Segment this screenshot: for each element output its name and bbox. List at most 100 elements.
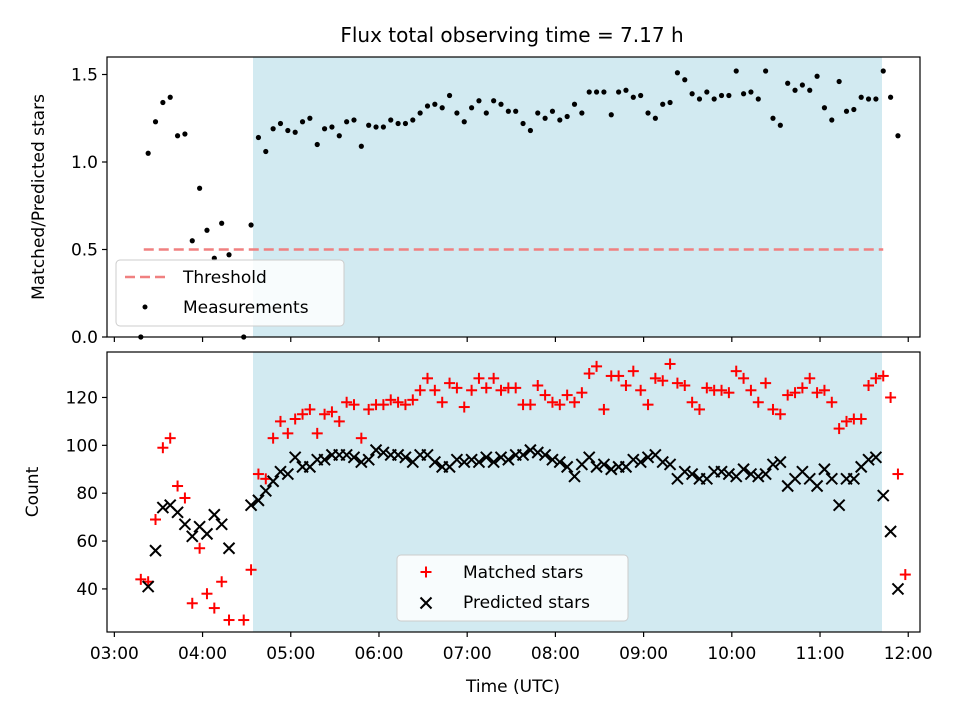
marker-stroke [641,451,655,464]
predicted-star-point [347,451,361,464]
measurement-point [505,108,511,114]
measurement-point [344,119,350,125]
marker-stroke [538,448,552,462]
marker-stroke [847,472,861,486]
bottom-legend: Matched stars Predicted stars [396,554,629,622]
marker-stroke [259,484,272,498]
matched-star-point [429,384,441,396]
measurement-point [491,98,497,104]
marker-stroke [737,463,750,476]
measurement-point [586,89,592,95]
predicted-star-point [186,530,199,543]
measurement-point [667,99,673,106]
predicted-star-point [355,455,368,469]
matched-star-point [421,372,433,384]
predicted-star-point [362,453,375,466]
y-tick-label: 40 [76,580,98,600]
measurement-point [395,120,401,127]
matched-star-point [444,377,456,389]
predicted-star-point [715,465,728,478]
measurement-point [321,126,328,132]
predicted-star-point [825,472,838,486]
predicted-star-point [281,467,295,481]
measurement-point [645,110,651,116]
x-axis-label: Time (UTC) [465,677,560,697]
predicted-star-point [891,582,905,596]
marker-stroke [583,451,596,464]
predicted-star-point [215,518,228,531]
x-tick-label: 04:00 [178,644,227,664]
matched-star-point [833,423,845,435]
predicted-star-point [502,453,515,466]
matched-star-point [870,372,882,384]
marker-stroke [678,465,691,478]
matched-star-point [546,396,558,408]
marker-stroke [605,463,618,476]
marker-stroke [627,453,640,466]
matched-star-point [657,375,669,387]
legend-threshold-label: Threshold [182,268,267,288]
matched-star-point [326,406,338,418]
matched-star-point [738,372,750,384]
matched-star-point [524,399,536,411]
matched-star-point [304,403,316,415]
matched-star-point [319,408,331,420]
matched-star-point [311,427,323,439]
x-tick-label: 08:00 [531,644,580,664]
x-tick-label: 07:00 [443,644,492,664]
top-legend-box [115,259,345,327]
measurement-point [476,98,482,104]
measurement-point [255,134,262,141]
bottom-y-ticks: 40 60 80 100 120 [66,388,107,600]
predicted-star-point [818,463,831,476]
matched-star-point [598,403,610,415]
measurement-point [424,103,431,109]
predicted-star-point [391,448,405,462]
predicted-star-point [531,446,544,459]
measurement-point [814,73,820,79]
matched-star-point [635,384,647,396]
y-tick-label: 60 [76,532,98,552]
marker-stroke [649,448,662,462]
matched-star-point [363,403,375,415]
predicted-star-point [810,479,824,493]
measurement-point [821,105,828,111]
measurement-point [270,126,276,132]
marker-stroke [274,465,287,478]
predicted-star-point [465,453,478,466]
marker-stroke [141,580,155,593]
top-axes-frame [106,56,921,338]
measurement-point [733,68,739,74]
measurement-point [630,94,636,100]
predicted-star-point [605,463,618,476]
marker-stroke [419,596,433,610]
measurement-point [469,105,475,111]
bottom-y-axis-label: Count [23,466,43,517]
y-tick-label: 1.0 [71,153,98,173]
predicted-star-point [377,446,390,459]
matched-star-point [238,614,250,626]
predicted-star-point [678,465,691,478]
matched-star-point [752,396,764,408]
matched-star-point [194,542,206,554]
matched-star-point [179,492,191,504]
matched-star-point [723,387,735,399]
measurement-point [439,105,445,111]
marker-stroke [222,542,236,555]
marker-stroke [568,470,581,483]
matched-star-point [701,382,713,394]
measurement-point [873,96,879,102]
predicted-star-point [318,453,331,466]
measurement-point [799,82,805,88]
predicted-star-point [583,451,596,464]
predicted-star-point [568,470,581,483]
measurement-point [417,110,423,116]
marker-stroke [458,455,471,469]
measurement-point [549,108,556,114]
predicted-star-point [244,498,258,512]
measurement-point [189,238,195,244]
legend-predicted-swatch [419,596,433,610]
measurement-point [277,120,284,127]
matched-star-point [392,396,404,408]
